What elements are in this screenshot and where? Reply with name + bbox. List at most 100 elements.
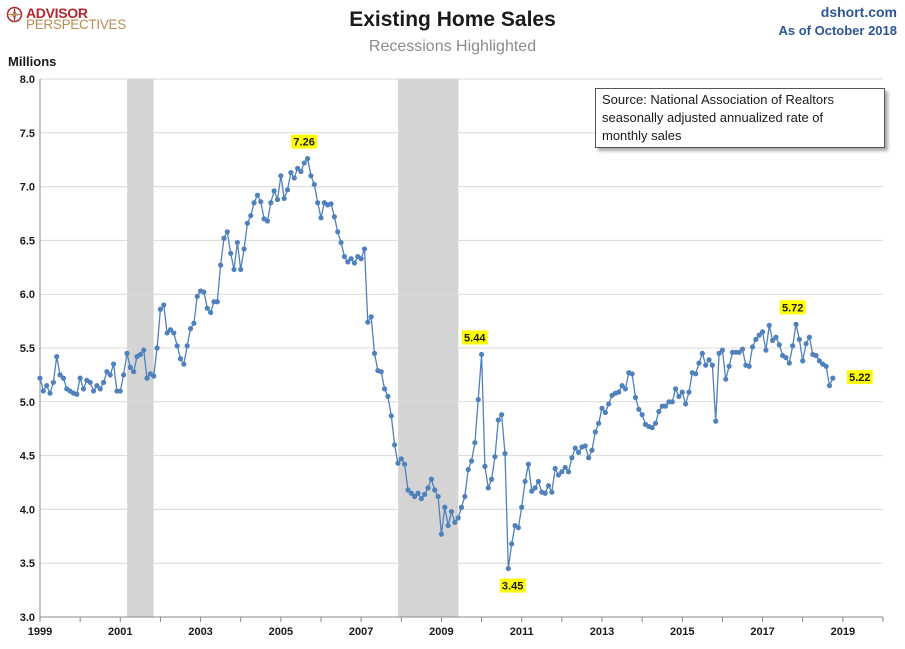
data-point: [475, 397, 481, 403]
data-point: [191, 320, 197, 326]
data-point: [87, 379, 93, 386]
y-tick-label: 8.0: [20, 74, 35, 86]
data-point: [328, 201, 334, 207]
data-point: [94, 383, 100, 389]
data-point: [104, 369, 110, 375]
x-tick-label: 2003: [188, 626, 212, 638]
data-point: [468, 458, 475, 464]
data-point: [806, 334, 813, 340]
data-point: [739, 346, 746, 352]
data-point: [532, 485, 538, 491]
x-tick-label: 2013: [590, 626, 614, 638]
data-point: [616, 389, 622, 395]
y-axis-units: Millions: [8, 54, 57, 69]
data-point: [388, 413, 394, 419]
data-point: [622, 386, 629, 392]
data-point: [492, 454, 498, 460]
data-point: [107, 372, 113, 378]
data-point: [241, 246, 247, 252]
data-point: [415, 490, 421, 496]
data-point: [582, 443, 588, 449]
data-point: [301, 160, 307, 166]
data-point: [305, 156, 311, 162]
x-tick-label: 2017: [750, 626, 774, 638]
data-point: [525, 461, 532, 467]
data-point: [288, 170, 294, 176]
data-point: [385, 393, 391, 400]
data-point: [549, 489, 555, 495]
data-point: [813, 352, 819, 359]
data-point: [562, 464, 568, 471]
data-point: [786, 360, 792, 366]
data-point: [596, 420, 602, 426]
data-point: [676, 393, 682, 400]
data-point: [696, 360, 702, 366]
data-point: [110, 361, 117, 367]
data-point: [425, 485, 431, 491]
data-point: [542, 490, 548, 496]
x-tick-label: 2009: [429, 626, 453, 638]
data-point: [164, 330, 170, 336]
data-point: [662, 403, 669, 409]
data-point: [783, 355, 789, 361]
data-point: [274, 196, 281, 203]
data-point: [97, 386, 103, 392]
data-point: [756, 332, 762, 338]
data-point: [254, 192, 261, 198]
data-point: [529, 488, 535, 494]
data-point: [398, 456, 404, 462]
data-point: [759, 329, 766, 335]
data-point: [652, 420, 659, 426]
data-point: [171, 330, 177, 336]
data-point: [77, 375, 83, 381]
data-point: [234, 239, 240, 246]
data-point: [499, 412, 505, 418]
data-point: [796, 336, 802, 342]
data-point: [251, 200, 257, 206]
data-point: [602, 409, 608, 416]
data-point: [268, 200, 274, 206]
data-point: [465, 466, 471, 473]
data-point: [713, 418, 719, 424]
data-point: [569, 455, 575, 461]
data-point: [656, 408, 662, 415]
data-point: [716, 350, 722, 356]
data-point: [228, 250, 234, 256]
data-point: [371, 350, 378, 356]
data-point: [294, 165, 301, 171]
data-point: [753, 336, 759, 342]
data-point: [535, 478, 542, 485]
data-point: [482, 463, 488, 469]
value-callout-label: 3.45: [502, 581, 523, 593]
data-point: [495, 417, 501, 423]
data-point: [723, 376, 729, 382]
data-point: [559, 469, 565, 475]
y-tick-label: 7.0: [20, 182, 35, 194]
data-point: [428, 476, 434, 482]
data-point: [201, 289, 207, 295]
compass-icon: [6, 6, 23, 23]
data-point: [341, 253, 348, 260]
value-callout-label: 5.44: [464, 332, 486, 344]
data-point: [552, 465, 558, 472]
data-point: [37, 375, 43, 381]
data-point: [348, 256, 354, 262]
data-point: [298, 168, 304, 175]
data-point: [699, 350, 705, 356]
data-point: [412, 493, 418, 500]
data-point: [509, 541, 515, 547]
data-point: [181, 361, 187, 367]
data-point: [790, 343, 796, 349]
data-point: [823, 363, 829, 369]
data-point: [749, 344, 756, 350]
value-callout-label: 7.26: [293, 137, 314, 149]
data-point: [683, 401, 689, 407]
data-point: [144, 375, 150, 381]
data-point: [318, 215, 324, 221]
data-point: [445, 522, 451, 529]
data-point: [726, 363, 732, 369]
logo-line-1: ADVISOR: [26, 5, 88, 21]
data-point: [161, 302, 167, 308]
data-point: [271, 188, 277, 194]
